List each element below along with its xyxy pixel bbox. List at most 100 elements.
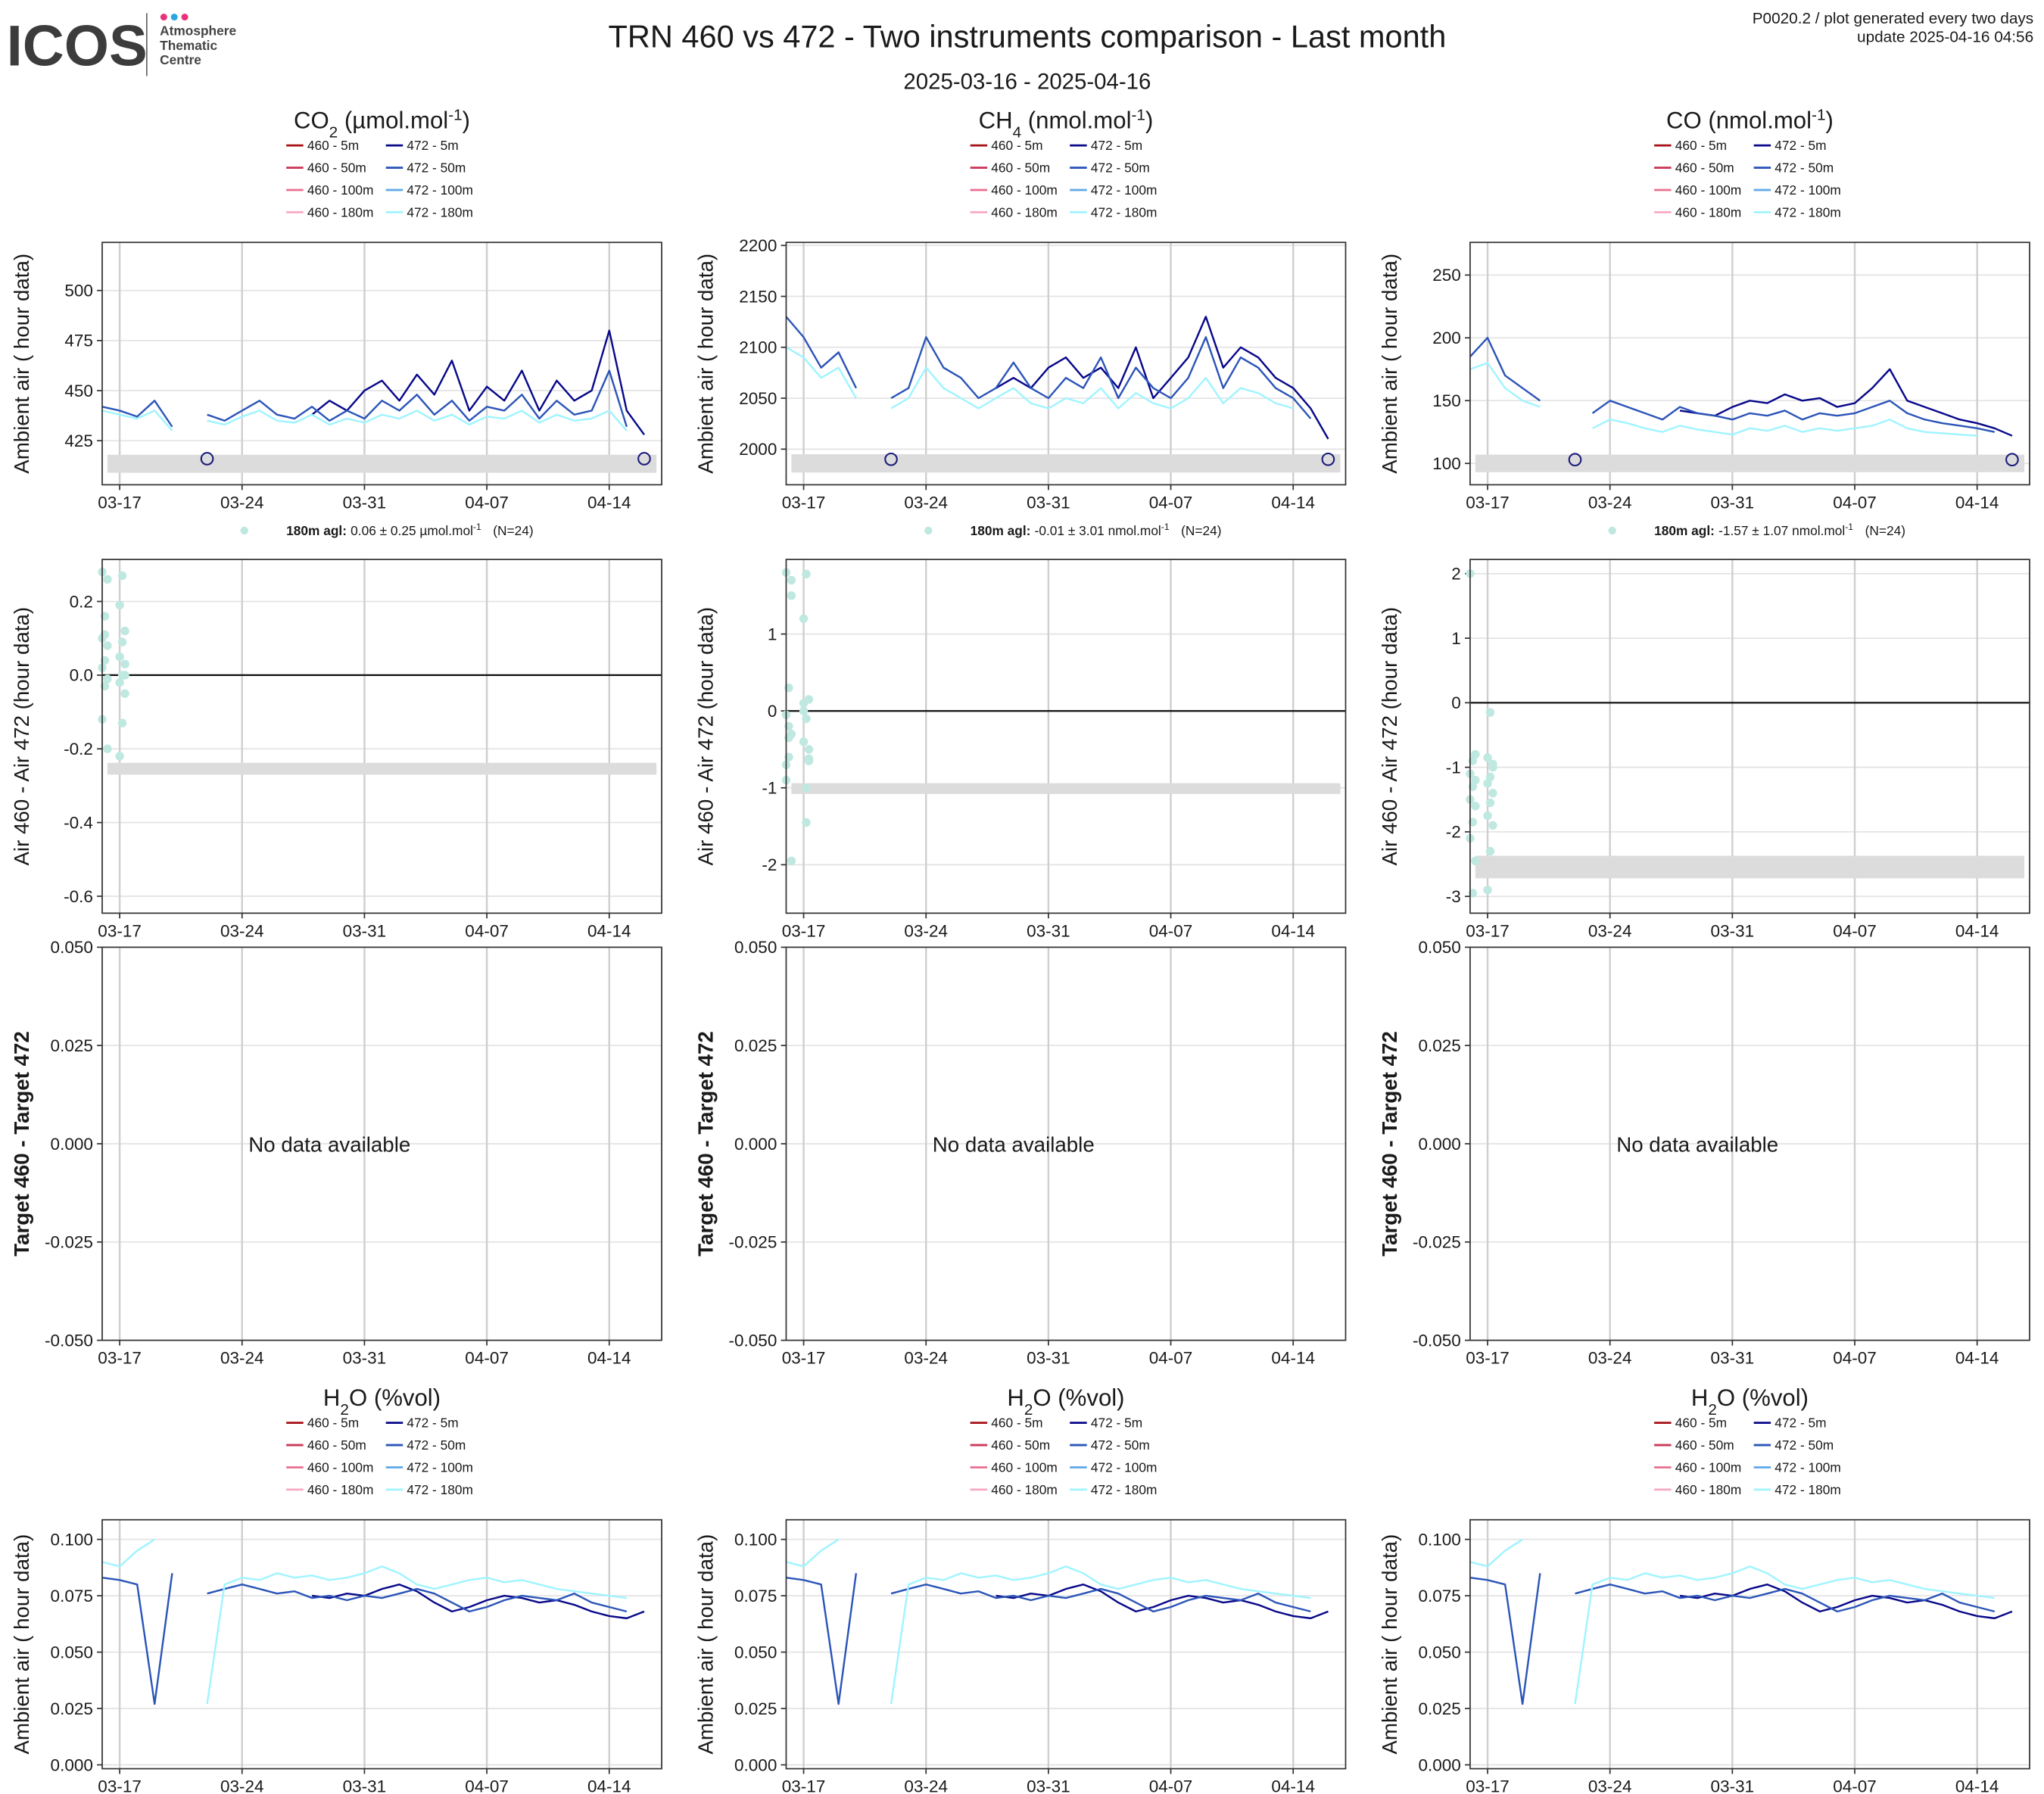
note-sup: -1 — [1845, 522, 1853, 532]
x-tick-label: 03-17 — [782, 1777, 826, 1794]
title-part: O (%vol) — [1033, 1384, 1124, 1411]
range-band — [107, 762, 657, 775]
plot-border — [1469, 559, 2030, 914]
panel: 100 150 200 250 03-17 03-24 03-31 04-07 04-14 Amb… — [1378, 106, 2030, 512]
title-part: -1 — [1812, 106, 1825, 123]
x-tick-label: 03-31 — [343, 494, 387, 512]
legend-label: 472 - 5m — [1091, 1416, 1142, 1431]
y-axis-label: Air 460 - Air 472 (hour data) — [1378, 607, 1401, 866]
scatter-point — [115, 600, 124, 610]
y-tick-label: 2150 — [739, 287, 777, 306]
plot-area — [102, 242, 662, 485]
x-tick-label: 04-14 — [587, 1777, 631, 1794]
x-tick-label: 04-07 — [465, 494, 509, 512]
note-label: 180m agl: — [971, 523, 1031, 538]
y-axis-label: Ambient air ( hour data) — [694, 1534, 718, 1755]
y-tick-label: 250 — [1432, 266, 1461, 285]
scatter-point — [120, 626, 129, 636]
legend-label: 472 - 5m — [1091, 138, 1142, 153]
scatter-point — [802, 714, 811, 724]
x-tick-label: 04-14 — [587, 494, 631, 512]
panel: 0.000 0.025 0.050 0.075 0.100 03-17 03-24 03-31… — [1378, 1384, 2030, 1794]
title-part: -1 — [448, 106, 462, 123]
legend-label: 472 - 5m — [1774, 1416, 1826, 1431]
plot-area — [1469, 1519, 2030, 1769]
y-tick-label: 0.075 — [734, 1587, 777, 1606]
range-band — [1475, 855, 2025, 879]
legend-label: 472 - 50m — [1091, 1437, 1150, 1453]
series-line — [1679, 1584, 2013, 1620]
plot-border — [1469, 946, 2030, 1341]
y-tick-label: 2100 — [739, 338, 777, 357]
series-line — [785, 346, 1294, 410]
legend-label: 472 - 100m — [1774, 182, 1841, 198]
legend-label: 472 - 180m — [1091, 1482, 1158, 1497]
x-tick-label: 03-17 — [98, 922, 142, 941]
note-sup: -1 — [473, 522, 481, 532]
y-tick-label: 0.100 — [734, 1530, 777, 1549]
x-tick-label: 03-24 — [220, 1777, 264, 1794]
y-tick-label: 2 — [1451, 565, 1461, 584]
series-line — [995, 316, 1329, 440]
x-tick-label: 04-07 — [1149, 1349, 1193, 1368]
note-value: -0.01 ± 3.01 nmol.mol — [1035, 523, 1161, 538]
legend-label: 472 - 180m — [407, 1482, 472, 1497]
legend-label: 460 - 100m — [1675, 182, 1741, 198]
series-line — [101, 1538, 627, 1705]
note: 180m agl: 0.06 ± 0.25 µmol.mol-1 (N=24) — [286, 522, 533, 538]
x-tick-label: 03-17 — [1466, 1349, 1510, 1368]
y-tick-label: 0.050 — [734, 938, 777, 957]
legend-label: 460 - 50m — [991, 1437, 1050, 1453]
x-tick-label: 03-31 — [1027, 1349, 1070, 1368]
title-part: (nmol.mol — [1021, 107, 1131, 134]
x-tick-label: 03-31 — [1711, 922, 1755, 941]
plot-area — [786, 559, 1346, 914]
series-line — [311, 1584, 645, 1620]
x-tick-label: 04-14 — [1271, 1777, 1315, 1794]
title-part: 4 — [1013, 123, 1022, 141]
y-tick-label: 0.025 — [734, 1699, 777, 1718]
x-tick-label: 03-17 — [98, 1777, 142, 1794]
y-tick-label: 475 — [64, 332, 93, 350]
y-tick-label: 0.050 — [51, 1643, 93, 1662]
plot-area — [786, 242, 1346, 485]
y-tick-label: 0 — [1451, 693, 1461, 712]
legend-label: 472 - 100m — [1091, 1460, 1158, 1475]
scatter-point — [799, 614, 809, 624]
legend-label: 460 - 50m — [1675, 1437, 1734, 1453]
logo: ICOS — [7, 14, 148, 79]
y-axis-label: Ambient air ( hour data) — [694, 254, 718, 474]
x-tick-label: 04-14 — [1955, 494, 1999, 512]
x-tick-label: 03-31 — [1711, 1777, 1755, 1794]
panel: -0.050 -0.025 0.000 0.025 0.050 03-17 03-24 03-… — [694, 938, 1347, 1368]
y-tick-label: 0.025 — [1418, 1036, 1460, 1055]
scatter-point — [799, 737, 809, 746]
note-marker — [1608, 526, 1616, 535]
plot-area — [102, 559, 662, 914]
scatter-point — [1488, 759, 1497, 769]
y-tick-label: 100 — [1432, 454, 1461, 473]
y-axis-label: Ambient air ( hour data) — [1378, 1534, 1401, 1755]
legend-label: 472 - 50m — [1774, 160, 1834, 176]
title-part: -1 — [1132, 106, 1145, 123]
x-tick-label: 04-07 — [1149, 1777, 1193, 1794]
x-tick-label: 03-24 — [904, 1777, 948, 1794]
x-tick-label: 03-17 — [782, 494, 826, 512]
x-tick-label: 03-31 — [1711, 494, 1755, 512]
scatter-point — [117, 718, 127, 727]
y-tick-label: 0.000 — [51, 1755, 93, 1774]
range-band — [791, 783, 1341, 794]
y-tick-label: 450 — [64, 382, 93, 400]
legend-label: 460 - 50m — [307, 1437, 366, 1453]
x-tick-label: 03-24 — [220, 494, 264, 512]
note-marker — [240, 526, 248, 535]
title-part: ) — [1826, 107, 1834, 134]
x-tick-label: 03-24 — [904, 1349, 948, 1368]
y-tick-label: -0.025 — [1413, 1233, 1461, 1252]
legend-label: 460 - 50m — [307, 160, 366, 176]
y-tick-label: 0.0 — [70, 666, 93, 685]
scatter-point — [802, 569, 811, 579]
title-part: O (%vol) — [349, 1384, 441, 1411]
title-part: 2 — [1024, 1401, 1033, 1419]
note-count: (N=24) — [493, 523, 533, 538]
